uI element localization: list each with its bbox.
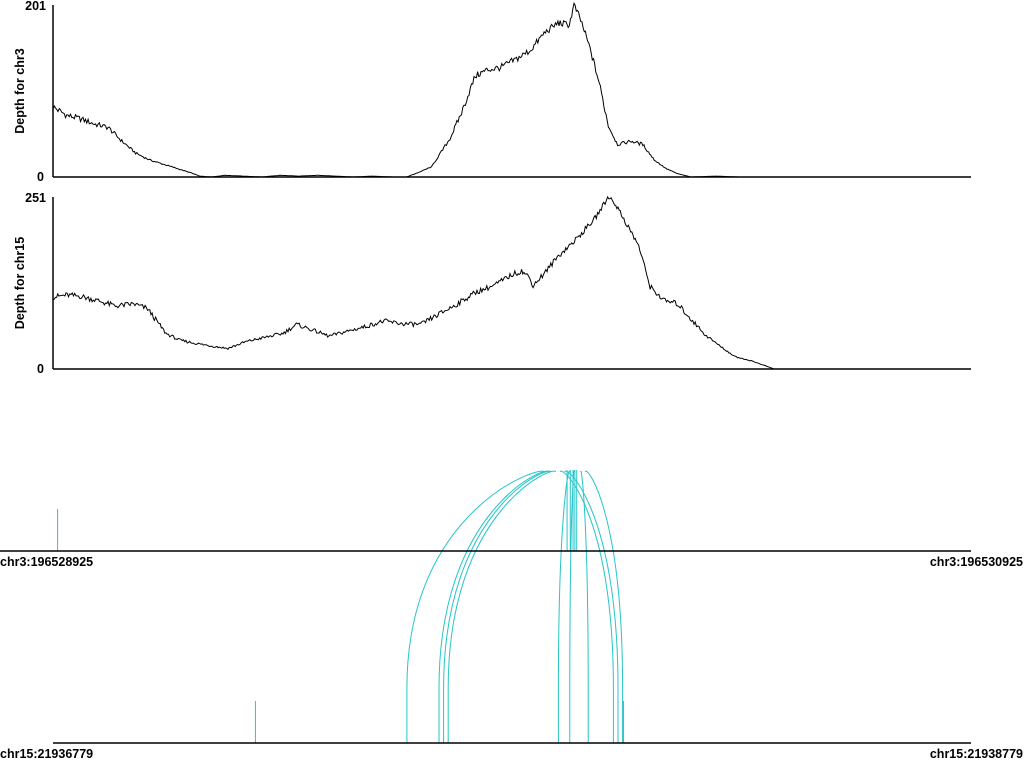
split-read-arc: [559, 470, 614, 743]
chr15-track: chr15:21936779 chr15:21938779: [0, 742, 1023, 761]
split-read-arc: [580, 470, 589, 743]
split-read-arc: [557, 470, 570, 743]
split-read-arc: [438, 470, 550, 743]
chr3-ymin-label: 0: [37, 170, 44, 184]
chr3-coverage-line: [52, 1, 971, 178]
chr3-ylabel: Depth for chr3: [13, 48, 27, 133]
chr3-coverage-panel: 201 0 Depth for chr3: [13, 0, 971, 184]
split-read-arc: [569, 470, 575, 743]
split-read-arc: [406, 470, 545, 743]
split-read-arc: [584, 470, 624, 743]
chr3-right-label: chr3:196530925: [930, 555, 1023, 569]
chr3-left-label: chr3:196528925: [0, 555, 93, 569]
chr15-ymax-label: 251: [25, 191, 46, 205]
chr15-coverage-line: [52, 195, 971, 370]
chr15-right-label: chr15:21938779: [930, 747, 1023, 761]
links-panel: [57, 470, 625, 743]
split-read-arc: [447, 470, 557, 743]
chr15-ylabel: Depth for chr15: [13, 237, 27, 329]
chr15-coverage-panel: 251 0 Depth for chr15: [13, 191, 971, 376]
chr3-track: chr3:196528925 chr3:196530925: [0, 550, 1023, 569]
chr3-ymax-label: 201: [25, 0, 46, 13]
split-read-arc: [564, 470, 619, 743]
chr15-left-label: chr15:21936779: [0, 747, 93, 761]
split-read-arc: [443, 470, 552, 743]
chr15-ymin-label: 0: [37, 362, 44, 376]
